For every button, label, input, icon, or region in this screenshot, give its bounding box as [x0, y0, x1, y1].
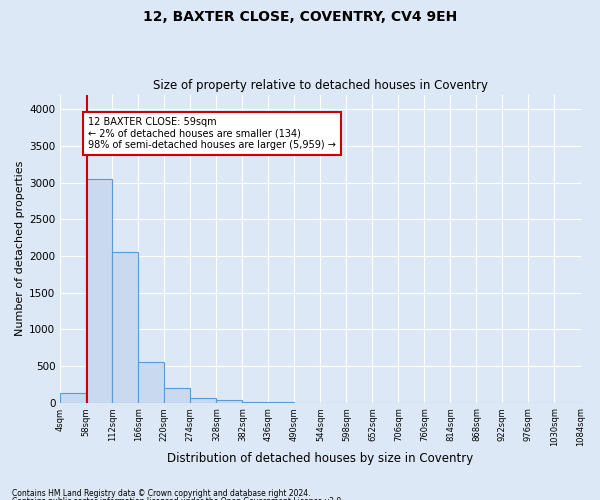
X-axis label: Distribution of detached houses by size in Coventry: Distribution of detached houses by size …	[167, 452, 473, 465]
Bar	[217, 400, 242, 402]
Bar	[112, 252, 139, 402]
Text: 12, BAXTER CLOSE, COVENTRY, CV4 9EH: 12, BAXTER CLOSE, COVENTRY, CV4 9EH	[143, 10, 457, 24]
Bar	[60, 393, 86, 402]
Title: Size of property relative to detached houses in Coventry: Size of property relative to detached ho…	[153, 79, 488, 92]
Text: 12 BAXTER CLOSE: 59sqm
← 2% of detached houses are smaller (134)
98% of semi-det: 12 BAXTER CLOSE: 59sqm ← 2% of detached …	[88, 116, 336, 150]
Text: Contains public sector information licensed under the Open Government Licence v3: Contains public sector information licen…	[12, 497, 344, 500]
Bar	[164, 388, 190, 402]
Bar	[190, 398, 217, 402]
Bar	[86, 179, 112, 402]
Bar	[139, 362, 164, 403]
Y-axis label: Number of detached properties: Number of detached properties	[15, 161, 25, 336]
Text: Contains HM Land Registry data © Crown copyright and database right 2024.: Contains HM Land Registry data © Crown c…	[12, 488, 311, 498]
